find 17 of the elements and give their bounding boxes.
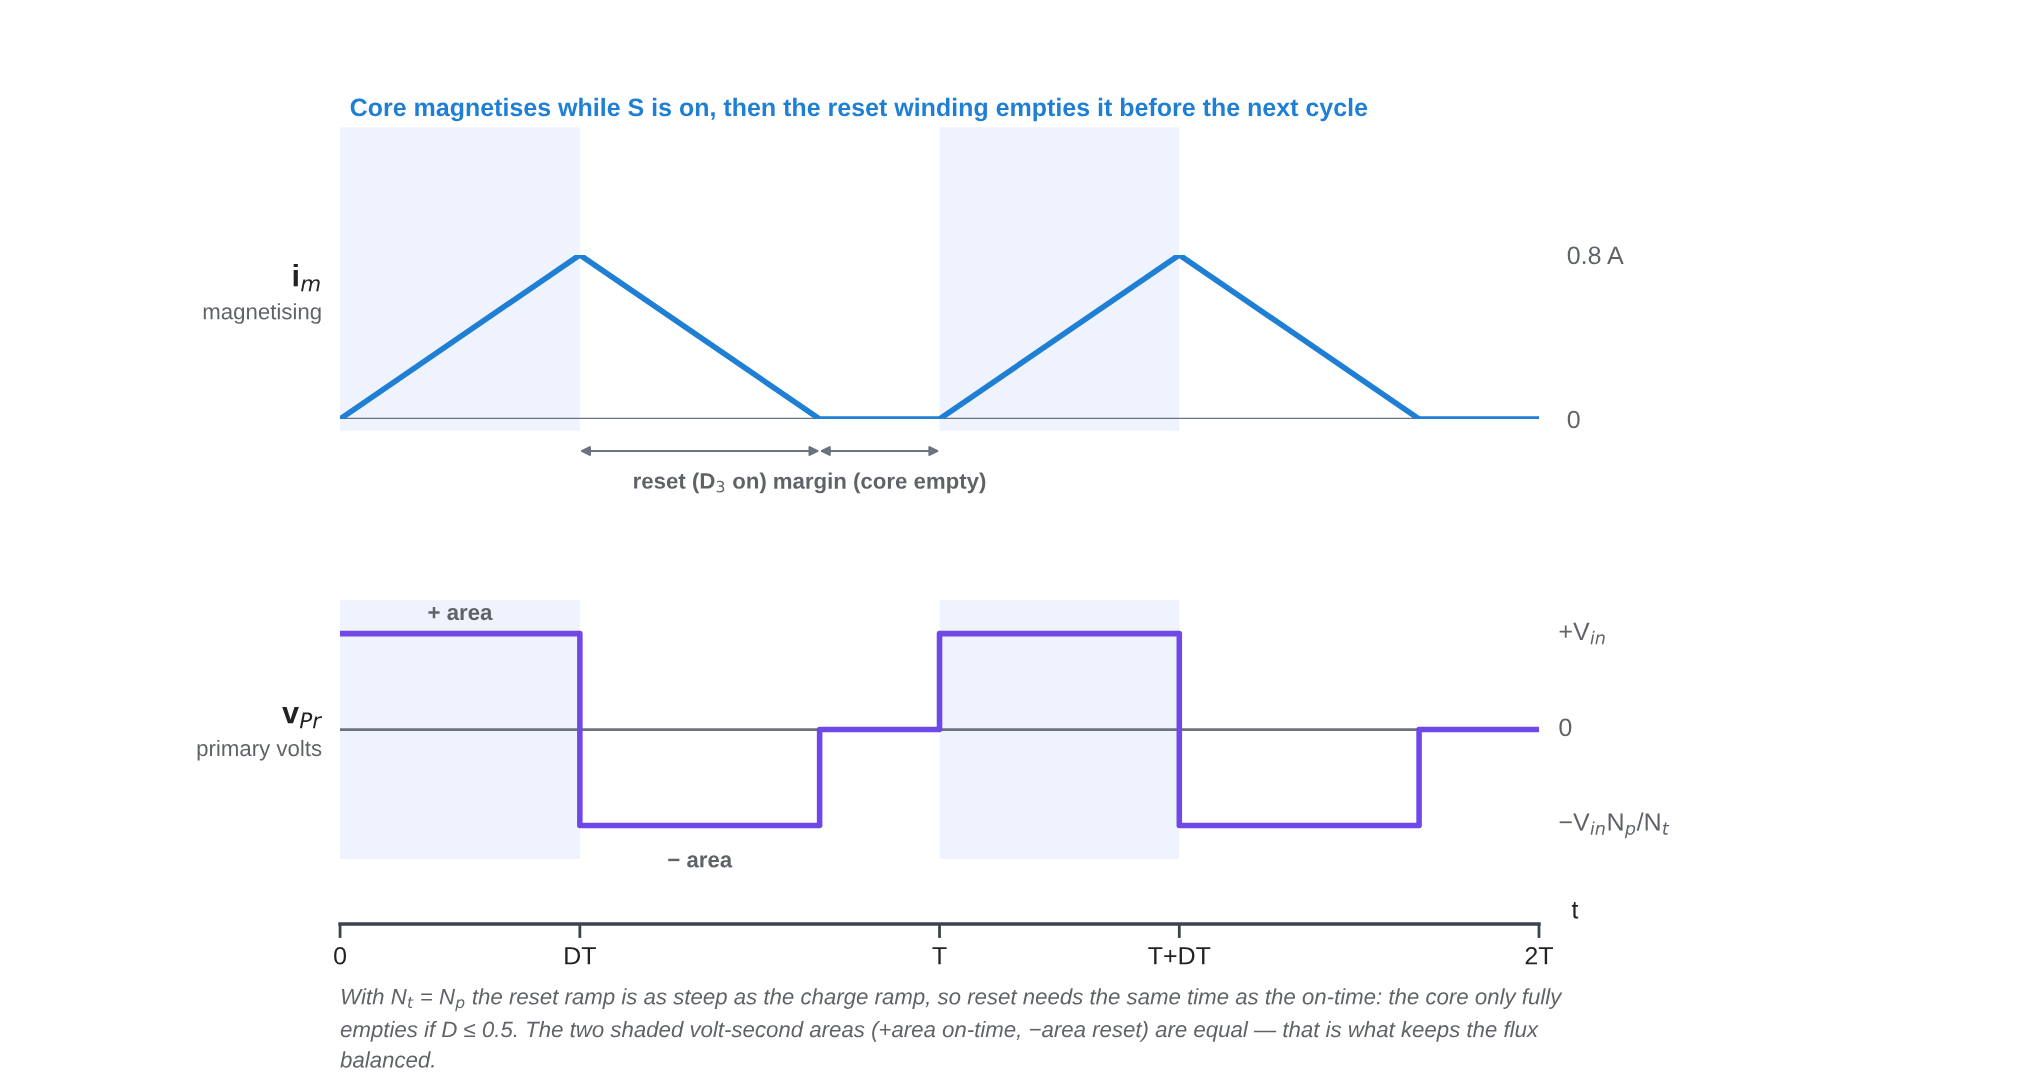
text: reset (D$_{3}$ on) bbox=[634, 472, 766, 494]
y-axis-title: i$_{m}$ magnetising bbox=[203, 263, 321, 324]
text: −V$_{in}$N$_{p}$/N$_{t}$ bbox=[1559, 812, 1670, 839]
annotation: + area bbox=[428, 606, 493, 621]
y-tick-label: 0.8 A bbox=[1567, 246, 1624, 265]
y-axis-title: v$_{Pr}$ primary volts bbox=[197, 707, 323, 761]
x-tick-label: T bbox=[932, 947, 947, 965]
text: With N$_{t}$ = N$_{p}$ the reset ramp is as steep as the charge ramp, so reset needs the same time as the on-time: the core only fully empties if D ≤ 0.5. The two shaded volt-second areas (+area on-time, −area reset) are equal — that is what keeps the flux balanced. bbox=[340, 988, 1563, 1068]
x-tick-label: 0 bbox=[334, 946, 347, 965]
text: margin (core empty) bbox=[774, 472, 986, 494]
annotation: − area bbox=[668, 855, 733, 868]
text: +V$_{in}$ bbox=[1559, 622, 1605, 645]
x-axis-title: t bbox=[1571, 902, 1579, 919]
chart-title: Core magnetises while S is on, then the reset winding empties it before the next cycle bbox=[350, 97, 1368, 122]
x-tick-label: 2T bbox=[1525, 946, 1553, 965]
x-tick-label: DT bbox=[565, 947, 596, 965]
x-tick-label: T+DT bbox=[1148, 947, 1211, 965]
